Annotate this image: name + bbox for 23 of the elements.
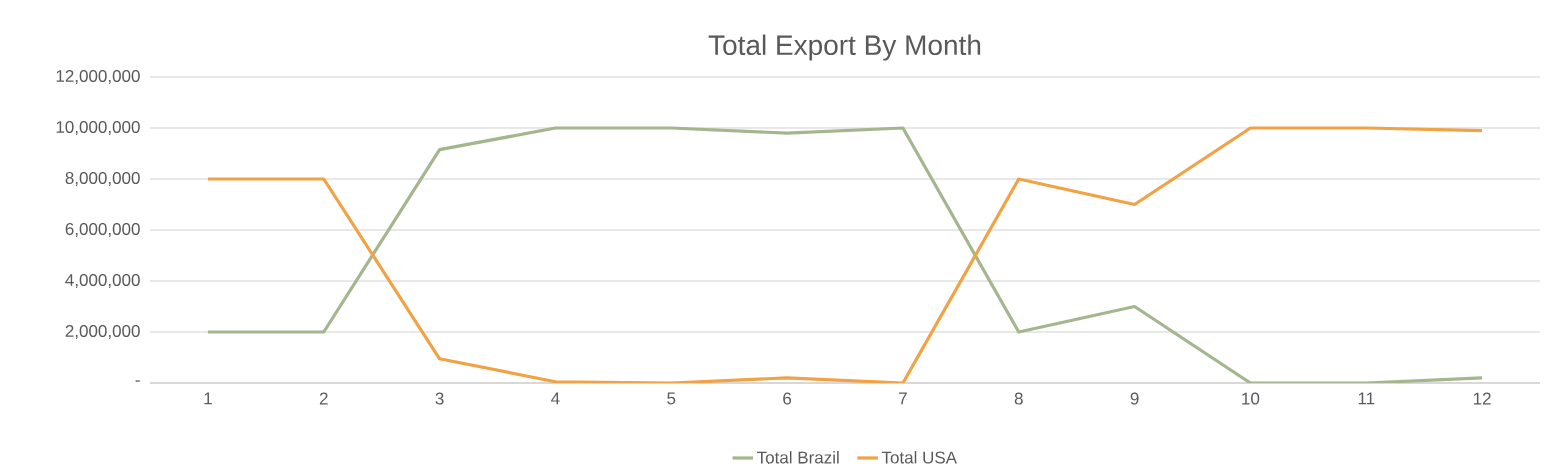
x-tick-label: 1 bbox=[204, 392, 212, 405]
legend-label: Total USA bbox=[881, 451, 957, 464]
x-tick-label: 9 bbox=[1130, 392, 1139, 405]
x-tick-label: 4 bbox=[551, 392, 560, 405]
y-tick-label: 4,000,000 bbox=[65, 273, 140, 289]
x-tick-label: 5 bbox=[667, 392, 676, 405]
y-tick-label: 8,000,000 bbox=[65, 171, 140, 187]
x-tick-label: 3 bbox=[435, 392, 444, 405]
x-tick-label: 7 bbox=[899, 392, 907, 405]
x-tick-label: 8 bbox=[1014, 392, 1023, 405]
y-tick-label: 10,000,000 bbox=[56, 120, 140, 136]
x-tick-label: 6 bbox=[783, 392, 792, 405]
y-tick-label: 12,000,000 bbox=[56, 69, 140, 85]
chart-title: Total Export By Month bbox=[708, 34, 981, 61]
x-tick-label: 10 bbox=[1242, 392, 1260, 405]
x-tick-label: 2 bbox=[319, 392, 328, 405]
line-series bbox=[206, 126, 1484, 383]
y-tick-label: 6,000,000 bbox=[65, 222, 140, 238]
y-tick-label: 2,000,000 bbox=[65, 324, 140, 340]
legend-label: Total Brazil bbox=[757, 451, 839, 464]
x-tick-label: 12 bbox=[1473, 392, 1491, 405]
x-tick-label: 11 bbox=[1358, 392, 1375, 405]
y-tick-label: - bbox=[135, 380, 140, 382]
